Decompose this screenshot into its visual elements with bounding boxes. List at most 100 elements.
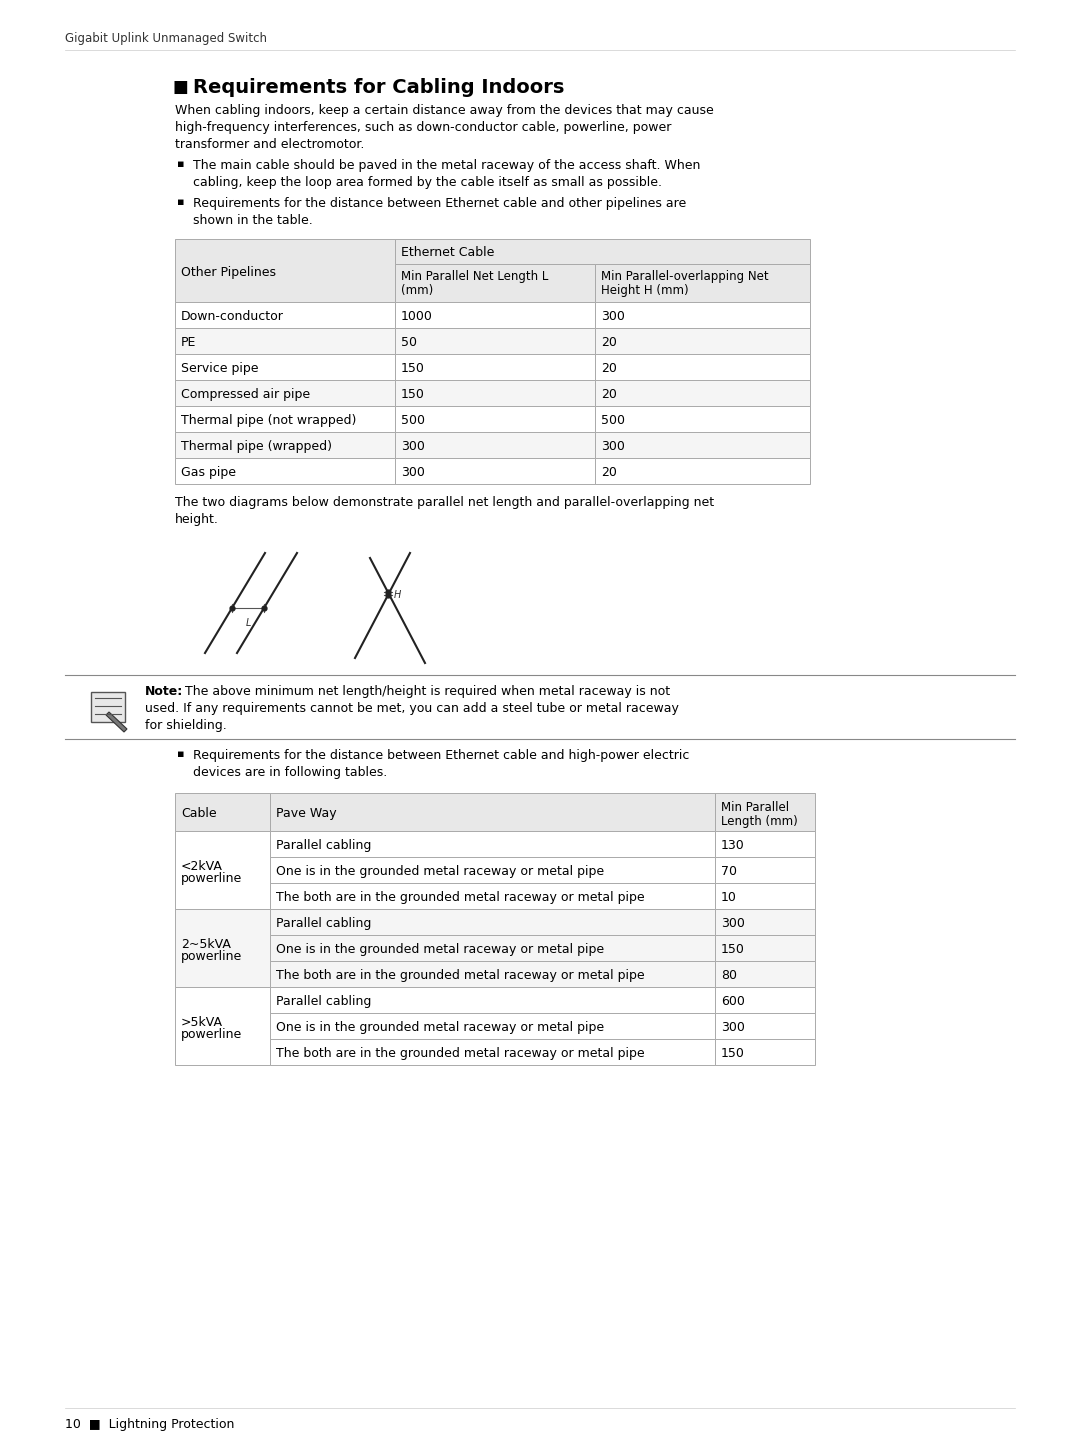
Text: Min Parallel Net Length L: Min Parallel Net Length L — [401, 270, 549, 283]
Text: 2~5kVA: 2~5kVA — [181, 937, 231, 952]
Bar — [270, 1012, 715, 1040]
Bar — [175, 908, 270, 986]
Text: 20: 20 — [600, 466, 617, 479]
Text: ▪: ▪ — [177, 198, 185, 208]
Text: Thermal pipe (wrapped): Thermal pipe (wrapped) — [181, 440, 332, 453]
Text: One is in the grounded metal raceway or metal pipe: One is in the grounded metal raceway or … — [276, 865, 604, 878]
Bar — [395, 264, 595, 301]
Bar — [91, 692, 125, 722]
Text: When cabling indoors, keep a certain distance away from the devices that may cau: When cabling indoors, keep a certain dis… — [175, 104, 714, 117]
Text: Parallel cabling: Parallel cabling — [276, 839, 372, 852]
Text: ■: ■ — [173, 78, 189, 97]
Bar — [595, 301, 810, 327]
Bar — [595, 327, 810, 353]
Bar — [175, 986, 270, 1066]
Text: L: L — [245, 619, 251, 629]
Text: Ethernet Cable: Ethernet Cable — [401, 247, 495, 260]
Text: 300: 300 — [401, 440, 424, 453]
Text: H: H — [394, 590, 402, 600]
Text: The above minimum net length/height is required when metal raceway is not: The above minimum net length/height is r… — [181, 685, 670, 698]
Text: Compressed air pipe: Compressed air pipe — [181, 388, 310, 401]
Text: 80: 80 — [721, 969, 737, 982]
Text: 70: 70 — [721, 865, 737, 878]
Bar — [715, 831, 815, 857]
Text: Down-conductor: Down-conductor — [181, 310, 284, 323]
Text: One is in the grounded metal raceway or metal pipe: One is in the grounded metal raceway or … — [276, 1021, 604, 1034]
Text: ▪: ▪ — [177, 159, 185, 169]
Polygon shape — [106, 712, 127, 733]
Text: Height H (mm): Height H (mm) — [600, 284, 689, 297]
Bar — [270, 986, 715, 1012]
Text: Cable: Cable — [181, 808, 217, 820]
Text: Requirements for Cabling Indoors: Requirements for Cabling Indoors — [193, 78, 565, 97]
Bar — [175, 239, 395, 301]
Bar — [595, 381, 810, 407]
Text: The both are in the grounded metal raceway or metal pipe: The both are in the grounded metal racew… — [276, 1047, 645, 1060]
Text: Parallel cabling: Parallel cabling — [276, 995, 372, 1008]
Bar — [395, 459, 595, 485]
Bar — [175, 381, 395, 407]
Bar — [715, 986, 815, 1012]
Text: 150: 150 — [401, 362, 424, 375]
Text: Requirements for the distance between Ethernet cable and other pipelines are: Requirements for the distance between Et… — [193, 198, 686, 211]
Bar — [595, 433, 810, 459]
Text: Other Pipelines: Other Pipelines — [181, 265, 276, 278]
Bar — [595, 264, 810, 301]
Text: 300: 300 — [600, 310, 625, 323]
Text: 300: 300 — [721, 917, 745, 930]
Bar — [395, 353, 595, 381]
Bar — [175, 459, 395, 485]
Text: powerline: powerline — [181, 950, 242, 963]
Text: 150: 150 — [721, 1047, 745, 1060]
Bar — [715, 793, 815, 831]
Bar — [395, 327, 595, 353]
Text: <2kVA: <2kVA — [181, 859, 222, 872]
Text: The main cable should be paved in the metal raceway of the access shaft. When: The main cable should be paved in the me… — [193, 159, 700, 172]
Text: Parallel cabling: Parallel cabling — [276, 917, 372, 930]
Text: Gigabit Uplink Unmanaged Switch: Gigabit Uplink Unmanaged Switch — [65, 32, 267, 45]
Bar — [395, 301, 595, 327]
Bar — [270, 908, 715, 934]
Bar — [595, 407, 810, 433]
Text: 600: 600 — [721, 995, 745, 1008]
Bar — [270, 883, 715, 908]
Bar — [270, 960, 715, 986]
Text: Min Parallel-overlapping Net: Min Parallel-overlapping Net — [600, 270, 769, 283]
Text: Note:: Note: — [145, 685, 184, 698]
Text: 300: 300 — [721, 1021, 745, 1034]
Text: for shielding.: for shielding. — [145, 720, 227, 733]
Bar — [270, 934, 715, 960]
Bar — [715, 1040, 815, 1066]
Text: high-frequency interferences, such as down-conductor cable, powerline, power: high-frequency interferences, such as do… — [175, 121, 672, 134]
Bar — [395, 381, 595, 407]
Bar — [715, 857, 815, 883]
Text: One is in the grounded metal raceway or metal pipe: One is in the grounded metal raceway or … — [276, 943, 604, 956]
Bar — [175, 407, 395, 433]
Bar — [175, 301, 395, 327]
Text: 10: 10 — [721, 891, 737, 904]
Text: 20: 20 — [600, 388, 617, 401]
Text: 20: 20 — [600, 336, 617, 349]
Text: PE: PE — [181, 336, 197, 349]
Bar — [595, 353, 810, 381]
Bar — [395, 239, 810, 264]
Bar — [395, 433, 595, 459]
Text: The both are in the grounded metal raceway or metal pipe: The both are in the grounded metal racew… — [276, 969, 645, 982]
Text: Requirements for the distance between Ethernet cable and high-power electric: Requirements for the distance between Et… — [193, 748, 689, 761]
Bar — [270, 831, 715, 857]
Text: 300: 300 — [600, 440, 625, 453]
Text: 10  ■  Lightning Protection: 10 ■ Lightning Protection — [65, 1417, 234, 1430]
Bar — [715, 934, 815, 960]
Bar — [270, 1040, 715, 1066]
Bar — [175, 353, 395, 381]
Text: >5kVA: >5kVA — [181, 1017, 222, 1030]
Text: Thermal pipe (not wrapped): Thermal pipe (not wrapped) — [181, 414, 356, 427]
Bar — [715, 1012, 815, 1040]
Text: The two diagrams below demonstrate parallel net length and parallel-overlapping : The two diagrams below demonstrate paral… — [175, 496, 714, 509]
Text: 150: 150 — [721, 943, 745, 956]
Text: height.: height. — [175, 513, 219, 526]
Bar — [595, 459, 810, 485]
Text: powerline: powerline — [181, 872, 242, 885]
Bar — [715, 908, 815, 934]
Bar — [270, 857, 715, 883]
